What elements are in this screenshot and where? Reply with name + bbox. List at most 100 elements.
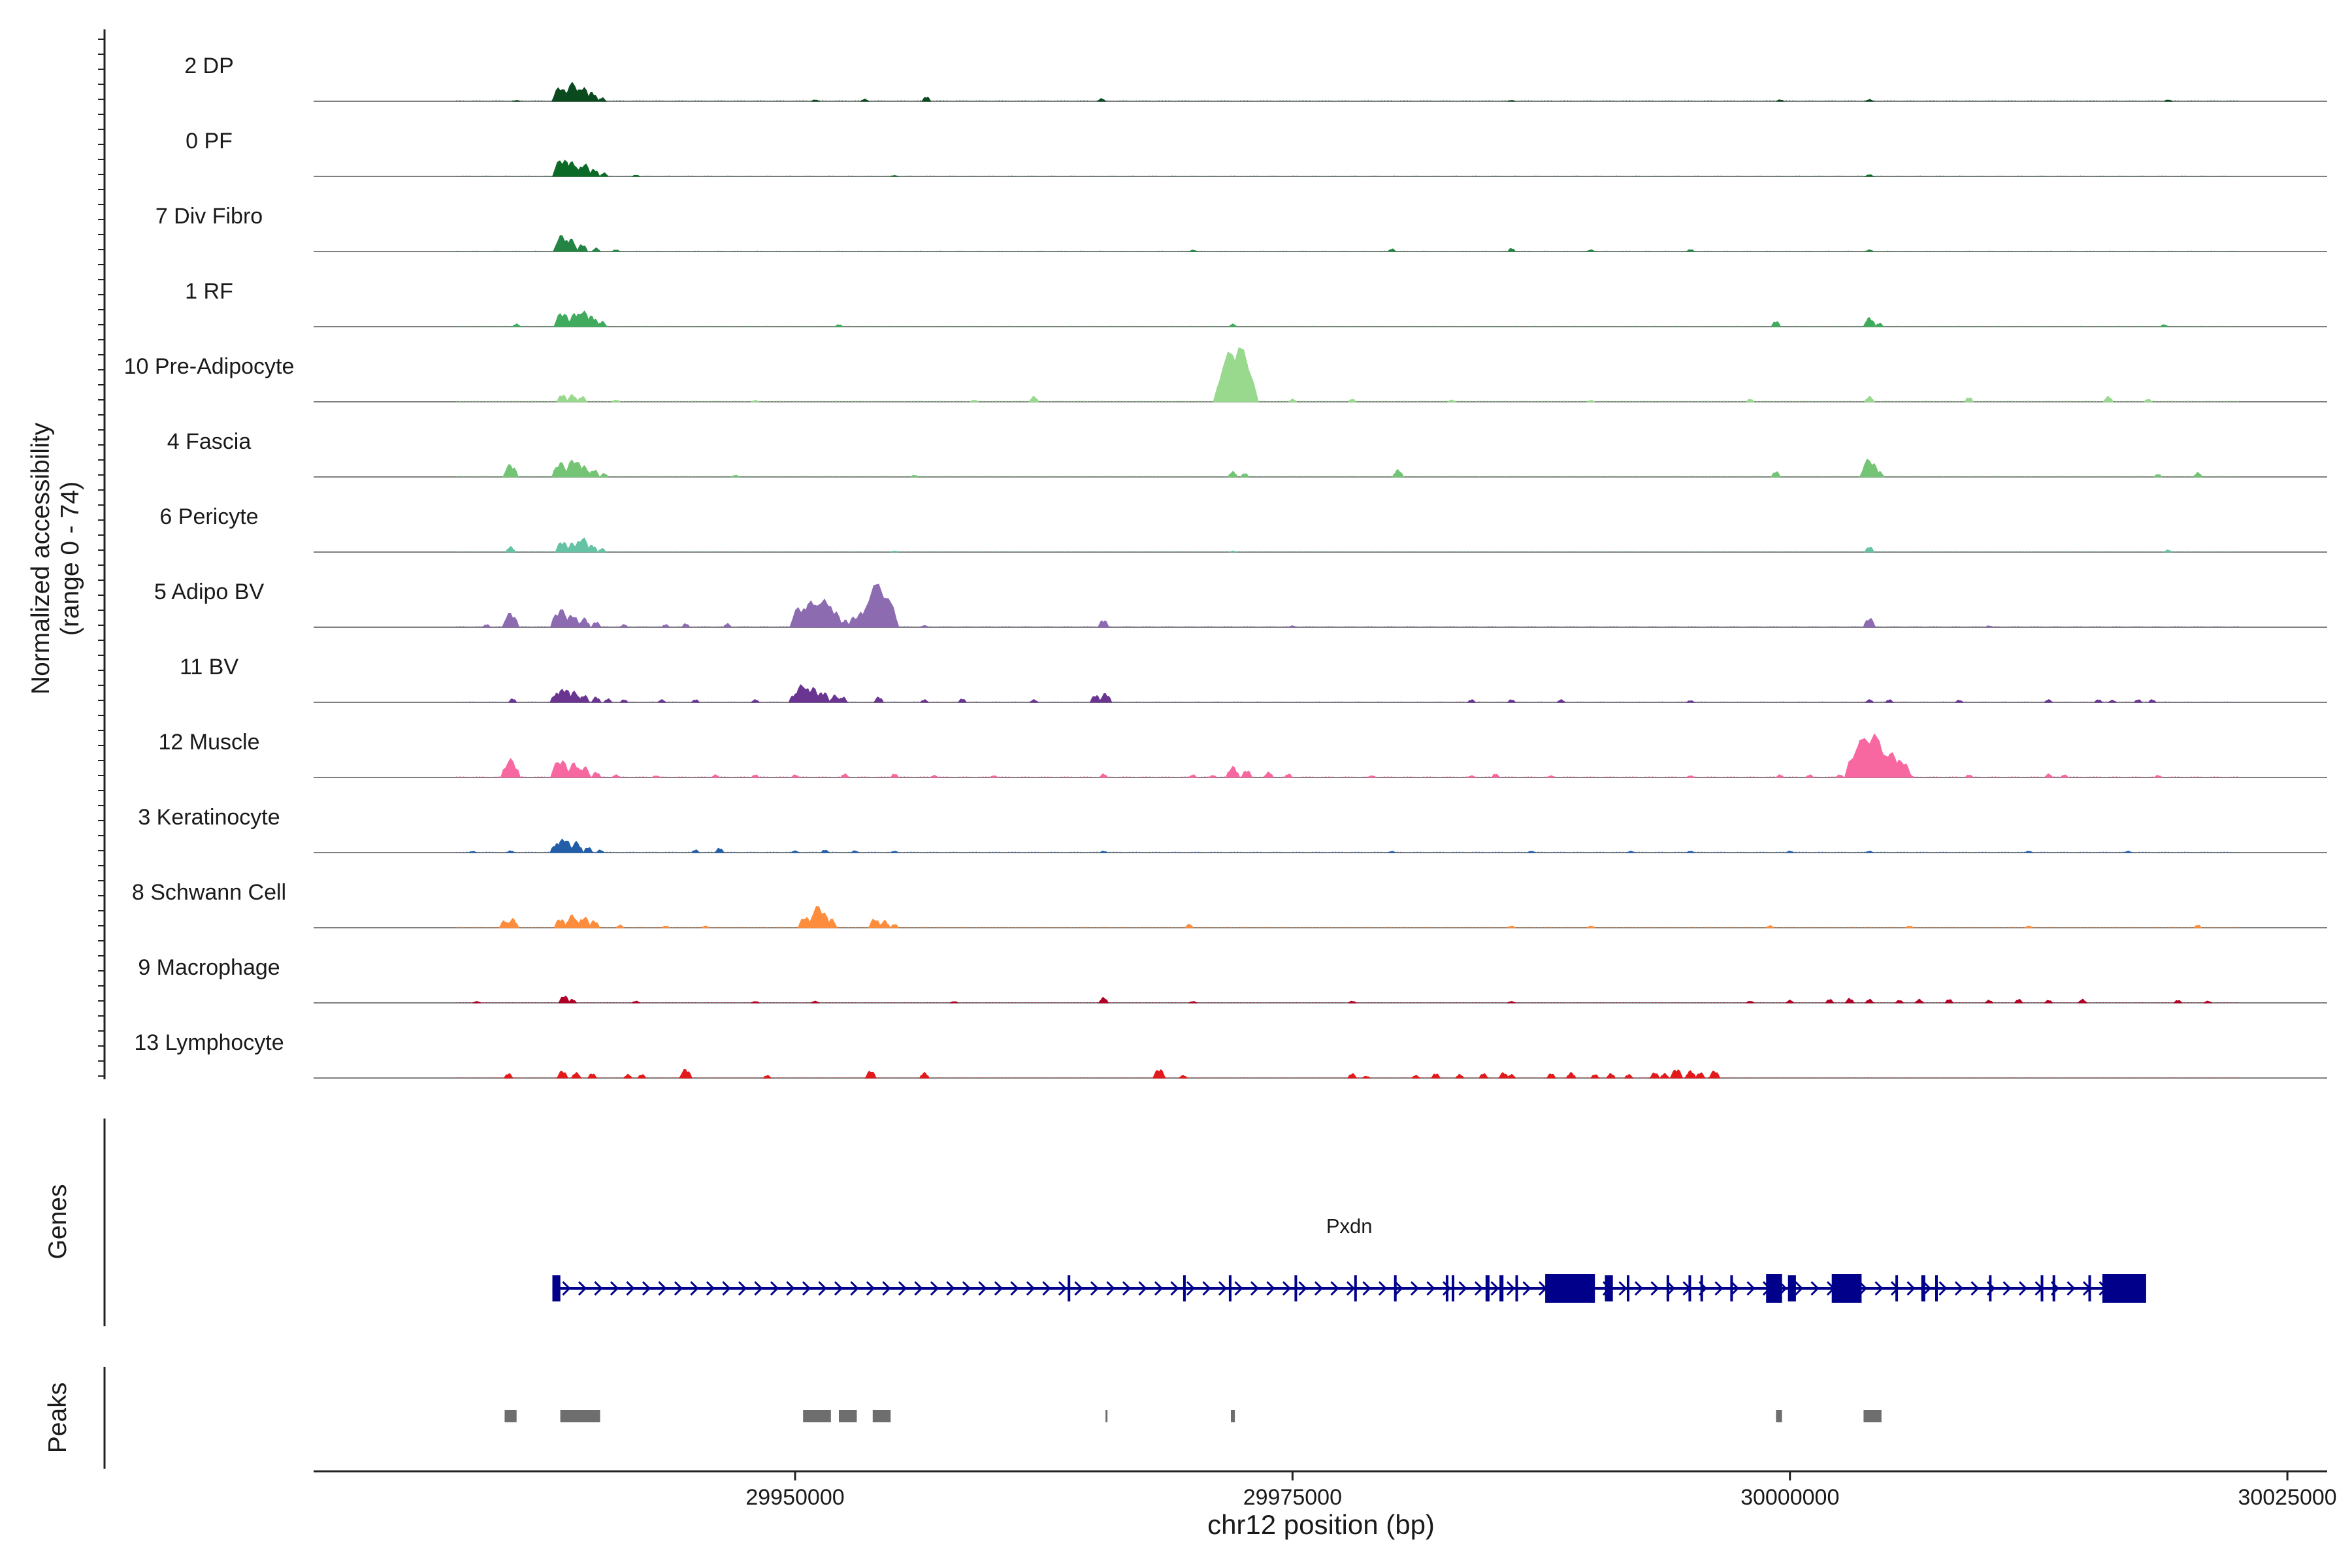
- coverage-peak: [864, 1070, 877, 1079]
- track-label: 10 Pre-Adipocyte: [124, 354, 295, 379]
- coverage-peak: [1507, 925, 1516, 928]
- coverage-peak: [838, 696, 849, 703]
- strand-arrow: [1298, 1281, 1307, 1296]
- gene-exon: [1545, 1274, 1595, 1303]
- coverage-peak: [588, 920, 600, 928]
- coverage-peak: [819, 605, 843, 628]
- coverage-peak: [790, 774, 800, 778]
- coverage-peak: [921, 97, 932, 102]
- coverage-peak: [1362, 1075, 1371, 1079]
- coverage-peak: [2159, 324, 2169, 327]
- coverage-peak: [1455, 1073, 1465, 1079]
- coverage-peak: [711, 774, 721, 778]
- peak-region: [1105, 1410, 1108, 1422]
- gene-exon: [1605, 1275, 1613, 1301]
- strand-arrow: [1282, 1281, 1292, 1296]
- peak-region: [872, 1410, 891, 1422]
- strand-arrow: [1154, 1281, 1164, 1296]
- strand-arrow: [882, 1281, 891, 1296]
- coverage-peak: [1669, 1069, 1684, 1079]
- strand-arrow: [1106, 1281, 1115, 1296]
- strand-arrow: [1202, 1281, 1211, 1296]
- strand-arrow: [1266, 1281, 1275, 1296]
- coverage-peak: [482, 624, 492, 628]
- strand-arrow: [578, 1281, 587, 1296]
- coverage-peak: [2173, 1000, 2183, 1004]
- coverage-y-axis: [98, 29, 106, 1079]
- strand-arrow: [1874, 1281, 1884, 1296]
- coverage-peak: [679, 1068, 693, 1079]
- gene-exon: [1354, 1275, 1357, 1301]
- coverage-peak: [815, 692, 830, 703]
- gene-exon: [1515, 1275, 1518, 1301]
- coverage-peak: [1863, 317, 1876, 327]
- coverage-peak: [1865, 699, 1874, 703]
- coverage-peak: [751, 1001, 760, 1004]
- coverage-peak: [890, 924, 900, 928]
- coverage-peak: [587, 1073, 597, 1079]
- coverage-peak: [1430, 1073, 1441, 1079]
- coverage-peak: [878, 919, 891, 928]
- strand-arrow: [802, 1281, 811, 1296]
- coverage-peak: [1387, 248, 1397, 252]
- strand-arrow: [994, 1281, 1004, 1296]
- coverage-peak: [623, 1073, 633, 1079]
- coverage-peak: [502, 464, 519, 478]
- coverage-peak: [1891, 759, 1912, 778]
- coverage-peak: [1556, 699, 1566, 703]
- peaks-panel-label: Peaks: [44, 1382, 72, 1453]
- gene-exon: [1666, 1275, 1669, 1301]
- strand-arrow: [1474, 1281, 1484, 1296]
- coverage-peak: [1347, 1073, 1358, 1079]
- coverage-peak: [790, 850, 800, 853]
- gene-exon: [1068, 1275, 1071, 1301]
- coverage-peak: [558, 995, 570, 1004]
- coverage-peak: [691, 849, 701, 853]
- coverage-peak: [1497, 1072, 1509, 1079]
- strand-arrow: [770, 1281, 779, 1296]
- gene-exon: [1788, 1275, 1796, 1301]
- coverage-peak: [1225, 765, 1241, 778]
- strand-arrow: [1250, 1281, 1260, 1296]
- coverage-peak: [596, 321, 608, 327]
- gene-exon: [2102, 1274, 2146, 1303]
- gene-exon: [1688, 1275, 1691, 1301]
- coverage-peak: [860, 98, 870, 102]
- coverage-peak: [1188, 1001, 1198, 1004]
- coverage-peak: [1586, 249, 1596, 252]
- gene-exon: [1445, 1275, 1448, 1301]
- coverage-peak: [597, 97, 607, 102]
- coverage-peak: [591, 247, 601, 252]
- coverage-peak: [820, 849, 830, 853]
- strand-arrow: [1666, 1281, 1676, 1296]
- coverage-peak: [576, 917, 592, 928]
- coverage-peak: [2093, 699, 2103, 703]
- strand-arrow: [738, 1281, 747, 1296]
- coverage-peak: [506, 917, 519, 928]
- coverage-peak: [631, 1000, 642, 1004]
- coverage-peak: [1884, 699, 1895, 703]
- strand-arrow: [1234, 1281, 1243, 1296]
- coverage-peak: [637, 1074, 647, 1079]
- gene-name-label: Pxdn: [1326, 1215, 1373, 1237]
- coverage-peak: [577, 617, 591, 628]
- peak-region: [839, 1410, 857, 1422]
- coverage-peak: [657, 699, 667, 703]
- coverage-peak: [1392, 469, 1404, 478]
- coverage-peak: [1178, 1075, 1188, 1079]
- coverage-peak: [1864, 395, 1875, 402]
- coverage-peak: [2107, 699, 2117, 703]
- strand-arrow: [962, 1281, 972, 1296]
- coverage-peak: [1586, 400, 1595, 402]
- strand-arrow: [1794, 1281, 1804, 1296]
- track-label: 8 Schwann Cell: [132, 880, 286, 905]
- coverage-peak: [611, 249, 621, 252]
- strand-arrow: [834, 1281, 843, 1296]
- coverage-peak: [1686, 249, 1695, 252]
- coverage-peak: [1184, 923, 1194, 928]
- coverage-peak: [1207, 775, 1218, 778]
- coverage-peak: [503, 1073, 514, 1079]
- coverage-peak: [553, 919, 567, 928]
- strand-arrow: [866, 1281, 875, 1296]
